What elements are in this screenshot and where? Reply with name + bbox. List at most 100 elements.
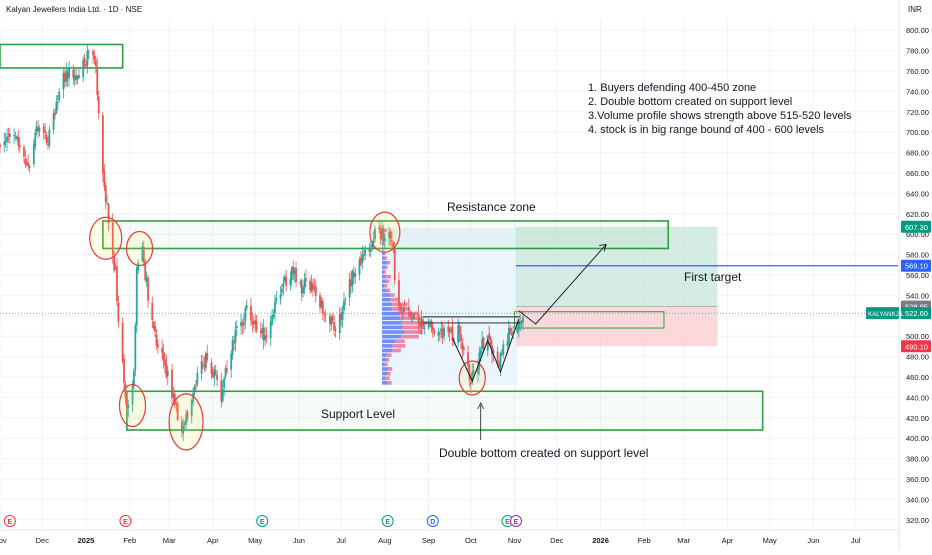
price-tick-label: 660.00: [906, 169, 929, 178]
price-tick-label: 320.00: [906, 516, 929, 525]
candle-body: [38, 127, 41, 132]
candle-body: [302, 288, 304, 294]
candle-body: [216, 374, 218, 380]
candle-body: [378, 227, 381, 230]
annotation-notes: 1. Buyers defending 400-450 zone 2. Doub…: [588, 82, 852, 136]
candle-body: [72, 69, 75, 79]
candle-body: [344, 298, 347, 300]
candle-body: [235, 326, 238, 328]
candle-body: [62, 72, 65, 90]
candle-body: [0, 144, 1, 147]
volume-profile-bar: [382, 307, 392, 311]
candle-body: [331, 316, 334, 321]
candle-body: [283, 276, 286, 282]
note-line-2: 2. Double bottom created on support leve…: [588, 96, 792, 108]
candle-body: [124, 384, 127, 398]
candle-body: [155, 334, 158, 346]
candle-body: [262, 327, 265, 341]
candle-body: [154, 325, 156, 332]
candle-body: [213, 369, 216, 379]
candle-body: [450, 328, 453, 330]
candle-body: [341, 311, 344, 320]
event-marker: [381, 515, 394, 527]
price-tick-label: 640.00: [906, 189, 929, 198]
candle-body: [520, 321, 523, 324]
candle-body: [423, 327, 426, 329]
candle-body: [400, 311, 403, 313]
position-profit-area: [515, 226, 718, 307]
volume-profile-bar: [382, 265, 386, 270]
candle-body: [388, 232, 390, 238]
candle-body: [279, 294, 282, 300]
candle-body: [78, 74, 80, 78]
zone-support: [126, 390, 764, 431]
symbol-title: Kalyan Jewellers India Ltd. · 1D · NSE: [6, 5, 142, 14]
candle-body: [500, 353, 503, 355]
time-tick-label: Nov: [508, 536, 522, 545]
volume-profile-bar: [382, 293, 391, 297]
event-marker-glyph: E: [385, 519, 390, 526]
candle-body: [125, 397, 128, 409]
candle-body: [460, 334, 462, 342]
candle-body: [300, 280, 303, 294]
symbol-tag-badge: [866, 307, 899, 320]
support-level-label: Support Level: [321, 407, 395, 421]
candle-body: [121, 323, 124, 361]
event-marker-glyph: D: [430, 519, 435, 526]
event-marker: [426, 515, 439, 527]
time-tick-label: May: [763, 536, 777, 545]
candle-body: [82, 60, 85, 78]
volume-profile-bar: [382, 330, 405, 334]
candle-body: [52, 113, 55, 130]
candle-body: [127, 404, 130, 409]
candle-body: [92, 51, 94, 56]
candle-body: [447, 326, 450, 333]
candle-body: [3, 141, 6, 145]
candle-body: [338, 314, 341, 334]
candle-body: [410, 317, 413, 319]
volume-profile-bar: [395, 339, 405, 344]
candle-body: [492, 351, 495, 353]
candle-body: [259, 330, 262, 334]
candle-body: [17, 136, 20, 146]
candle-body: [206, 352, 209, 360]
volume-profile-bar: [401, 320, 433, 325]
candle-body: [519, 321, 522, 324]
price-tick-label: 380.00: [906, 455, 929, 464]
event-marker-glyph: E: [123, 519, 128, 526]
time-tick-label: Feb: [638, 536, 651, 545]
candle-body: [245, 305, 248, 309]
zone-breakout-box: [514, 311, 665, 329]
volume-profile-bar: [388, 367, 393, 371]
price-tick-label: 620.00: [906, 210, 929, 219]
event-marker-glyph: E: [505, 519, 510, 526]
candle-body: [103, 170, 106, 187]
candle-body: [86, 50, 89, 66]
candle-body: [220, 380, 223, 402]
candle-body: [113, 255, 116, 271]
candle-body: [340, 312, 343, 321]
time-tick-label: Mar: [163, 536, 176, 545]
candle-body: [172, 393, 175, 398]
candle-body: [13, 135, 15, 136]
candle-body: [182, 425, 185, 434]
candle-body: [364, 249, 367, 256]
candle-body: [224, 368, 227, 377]
candle-body: [402, 309, 405, 312]
candle-body: [443, 327, 445, 336]
candle-body: [282, 282, 285, 288]
candle-body: [210, 362, 213, 374]
price-tick-label: 720.00: [906, 108, 929, 117]
candle-body: [369, 248, 372, 252]
candle-body: [382, 227, 385, 241]
candle-body: [516, 328, 519, 333]
candle-body: [273, 302, 276, 314]
candle-body: [254, 320, 257, 324]
candle-body: [348, 279, 351, 298]
time-tick-label: Nov: [0, 536, 7, 545]
candle-body: [76, 76, 79, 80]
candle-body: [93, 56, 96, 60]
candle-body: [362, 254, 365, 257]
